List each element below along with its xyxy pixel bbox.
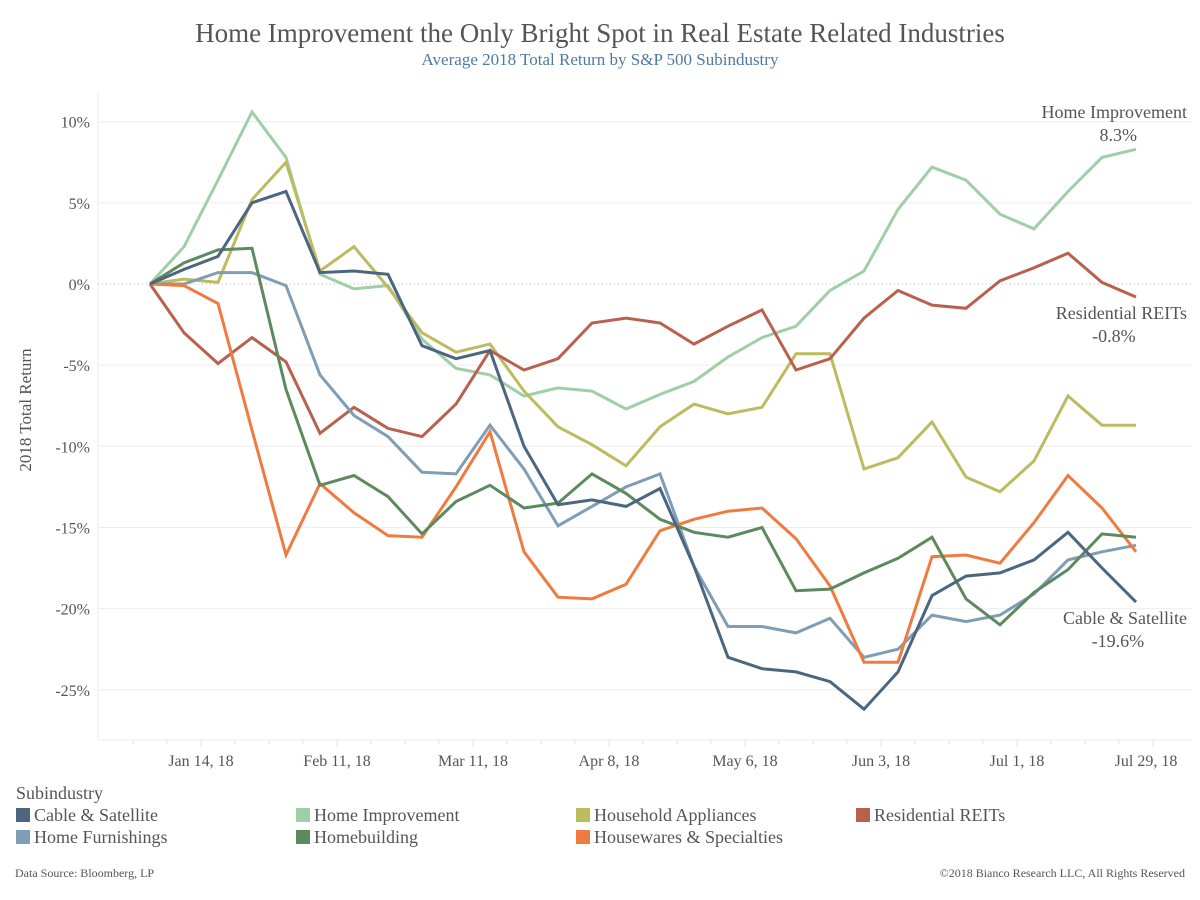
chart-subtitle: Average 2018 Total Return by S&P 500 Sub… [421,50,779,69]
legend-swatch [856,808,870,822]
copyright: ©2018 Bianco Research LLC, All Rights Re… [939,866,1185,880]
x-tick-label: Mar 11, 18 [438,753,508,770]
legend-label: Homebuilding [314,827,418,847]
legend-label: Home Furnishings [34,827,168,847]
legend-swatch [296,830,310,844]
y-axis-ticks: 10% 5% 0% -5% -10% -15% -20% -25% [55,115,90,700]
series-line-residential-reits [148,251,1137,439]
series-lines [148,109,1138,712]
series-line-cable-satellite [149,189,1138,712]
y-tick-label: 5% [69,196,90,213]
legend-item[interactable]: Cable & Satellite [16,804,296,826]
series-line-home-improvement [148,109,1137,411]
x-tick-label: Jan 14, 18 [168,753,233,770]
legend-swatch [16,808,30,822]
legend-label: Residential REITs [874,805,1006,825]
legend-label: Cable & Satellite [34,805,158,825]
series-line-household-appliances [149,159,1136,494]
y-tick-label: -5% [63,358,90,375]
x-tick-label: May 6, 18 [712,753,777,770]
y-tick-label: -25% [55,683,90,700]
legend-item[interactable]: Housewares & Specialties [576,826,856,848]
legend-swatch [296,808,310,822]
y-tick-label: 10% [61,115,90,132]
x-tick-label: Jul 29, 18 [1115,753,1178,770]
annotation-label: Residential REITs [1056,303,1187,323]
series-line-homebuilding [149,246,1137,627]
legend-label: Household Appliances [594,805,757,825]
annotation-value: 8.3% [1099,125,1137,145]
y-tick-label: -10% [55,439,90,456]
legend-swatch [576,830,590,844]
series-line-housewares-specialties [149,282,1138,664]
annotation-value: -19.6% [1092,631,1145,651]
annotations: Home Improvement 8.3% Residential REITs -0.… [1042,102,1187,651]
legend-label: Home Improvement [314,805,460,825]
x-axis-ticks: Jan 14, 18 Feb 11, 18 Mar 11, 18 Apr 8, 18 M… [132,740,1178,770]
legend-title: Subindustry [16,783,104,803]
legend-item[interactable]: Home Improvement [296,804,576,826]
y-axis-label: 2018 Total Return [16,348,35,472]
chart-title: Home Improvement the Only Bright Spot in… [195,18,1005,48]
line-chart: 10% 5% 0% -5% -10% -15% -20% -25% Jan 14, 18 Feb… [16,92,1192,770]
y-tick-label: -20% [55,602,90,619]
legend-swatch [576,808,590,822]
y-tick-label: 0% [69,277,90,294]
legend-item[interactable]: Home Furnishings [16,826,296,848]
annotation-value: -0.8% [1092,326,1136,346]
x-tick-label: Apr 8, 18 [579,753,640,770]
legend-item[interactable]: Residential REITs [856,804,1136,826]
legend-swatch [16,830,30,844]
x-tick-label: Jun 3, 18 [852,753,910,770]
series-line-home-furnishings [150,271,1137,659]
annotation-label: Home Improvement [1042,102,1187,122]
legend-label: Housewares & Specialties [594,827,783,847]
annotation-label: Cable & Satellite [1063,608,1187,628]
legend-item[interactable]: Household Appliances [576,804,856,826]
x-tick-label: Feb 11, 18 [303,753,370,770]
legend-item[interactable]: Homebuilding [296,826,576,848]
y-tick-label: -15% [55,520,90,537]
legend: Subindustry Cable & Satellite Home Improv… [16,782,1136,848]
x-tick-label: Jul 1, 18 [990,753,1045,770]
data-source: Data Source: Bloomberg, LP [15,866,155,880]
